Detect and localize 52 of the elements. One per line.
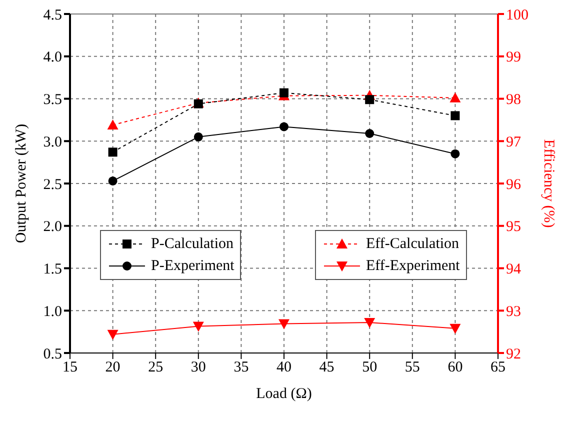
x-tick-label: 60 [448, 360, 463, 376]
y-axis-title: Output Power (kW) [13, 124, 30, 244]
x-tick-label: 55 [404, 360, 420, 376]
y2-tick-label: 93 [506, 304, 521, 320]
y2-tick-label: 98 [506, 92, 521, 108]
point [364, 318, 376, 328]
point [107, 330, 118, 340]
point [192, 322, 204, 332]
point [280, 122, 288, 132]
y-tick-label: 2.5 [43, 176, 62, 193]
x-tick-label: 65 [490, 360, 506, 376]
point [280, 88, 288, 98]
y-tick-label: 2.0 [43, 219, 62, 236]
point [450, 111, 460, 120]
y-tick-label: 3.0 [43, 134, 62, 150]
legend-label: P-Experiment [151, 258, 234, 274]
y2-tick-label: 96 [506, 176, 522, 193]
x-tick-label: 30 [190, 360, 206, 376]
y2-tick-label: 99 [506, 50, 521, 66]
y2-tick-label: 95 [506, 219, 521, 236]
y-tick-label: 4.5 [43, 7, 62, 24]
point [450, 92, 461, 102]
y-tick-label: 1.5 [43, 262, 62, 278]
point [194, 132, 203, 142]
x-tick-label: 20 [105, 360, 120, 376]
point [450, 324, 461, 334]
y2-axis-title: Efficiency (%) [540, 139, 557, 228]
x-tick-label: 25 [148, 360, 164, 376]
point [108, 176, 118, 186]
point [107, 120, 118, 130]
legend-label: Eff-Calculation [366, 236, 460, 252]
y2-tick-label: 100 [506, 7, 528, 24]
point [278, 319, 290, 330]
x-tick-label: 45 [319, 360, 334, 376]
x-axis-title: Load (Ω) [256, 386, 312, 402]
point [365, 95, 374, 104]
x-tick-label: 15 [62, 360, 78, 376]
y-tick-label: 0.5 [43, 346, 62, 362]
point [108, 148, 118, 157]
y-tick-label: 3.5 [43, 92, 62, 108]
y2-tick-label: 97 [506, 134, 522, 150]
y-tick-label: 1.0 [43, 304, 62, 320]
y-tick-label: 4.0 [43, 50, 62, 66]
x-tick-label: 50 [362, 360, 378, 376]
legend-label: Eff-Experiment [366, 258, 460, 274]
y2-tick-label: 92 [506, 346, 521, 362]
y2-tick-label: 94 [506, 262, 522, 278]
point [450, 149, 460, 158]
point [365, 128, 374, 138]
x-tick-label: 40 [276, 360, 292, 376]
x-tick-label: 35 [234, 360, 249, 376]
legend-label: P-Calculation [151, 236, 234, 252]
